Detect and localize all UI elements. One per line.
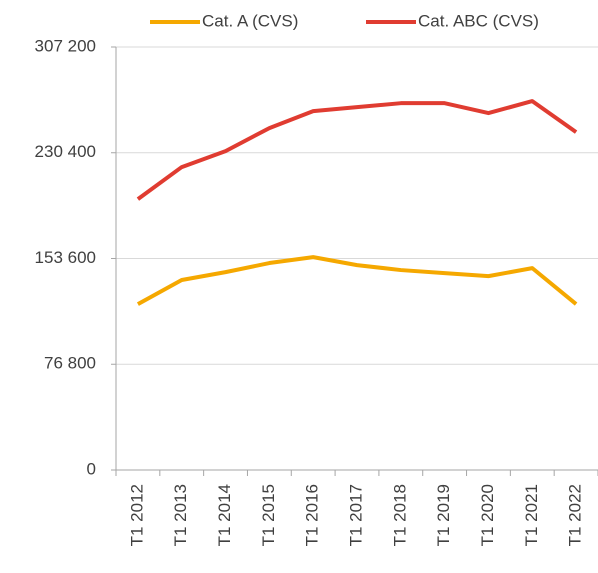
y-tick-label: 230 400 xyxy=(35,142,96,161)
series-line xyxy=(136,99,578,201)
x-tick-label: T1 2018 xyxy=(390,484,409,546)
y-tick-label: 76 800 xyxy=(44,354,96,373)
x-tick-label: T1 2021 xyxy=(522,484,541,546)
series-line xyxy=(136,255,578,306)
x-tick-label: T1 2016 xyxy=(303,484,322,546)
x-tick-label: T1 2022 xyxy=(566,484,585,546)
x-tick-label: T1 2015 xyxy=(259,484,278,546)
legend-label: Cat. A (CVS) xyxy=(202,11,298,30)
y-tick-label: 153 600 xyxy=(35,248,96,267)
y-tick-label: 307 200 xyxy=(35,36,96,55)
x-tick-label: T1 2014 xyxy=(215,484,234,546)
x-tick-label: T1 2012 xyxy=(127,484,146,546)
y-tick-label: 0 xyxy=(87,459,96,478)
x-tick-label: T1 2020 xyxy=(478,484,497,546)
x-tick-label: T1 2019 xyxy=(434,484,453,546)
x-tick-label: T1 2013 xyxy=(171,484,190,546)
legend-label: Cat. ABC (CVS) xyxy=(418,11,539,30)
x-tick-label: T1 2017 xyxy=(346,484,365,546)
